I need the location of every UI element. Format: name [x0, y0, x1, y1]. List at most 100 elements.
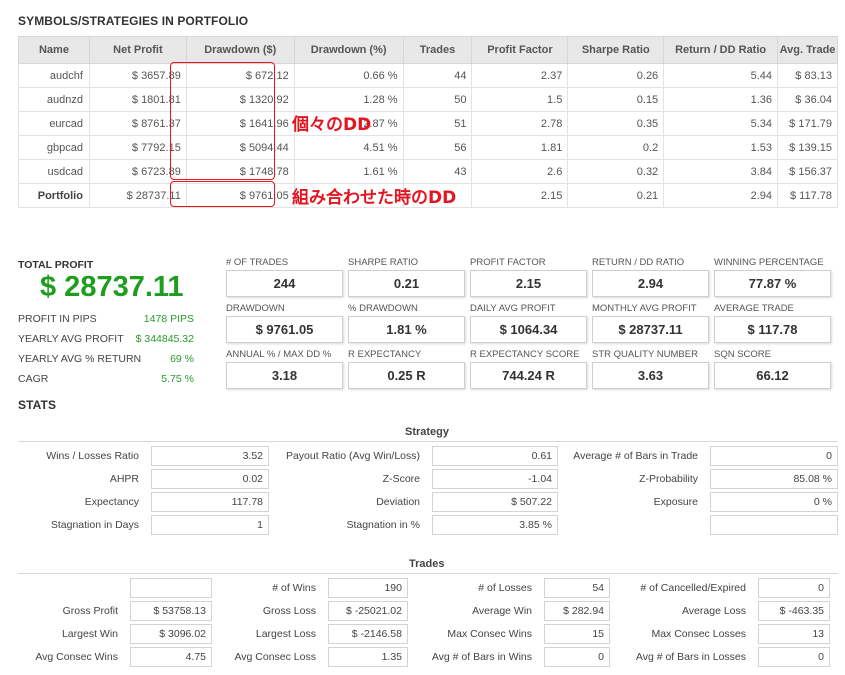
trades-metric-value: $ -463.35: [758, 601, 830, 621]
stat-card-value: 66.12: [714, 362, 831, 389]
cell-drawdown-usd: $ 672.12: [185, 63, 295, 88]
column-header-trades[interactable]: Trades: [402, 36, 473, 64]
column-header-name[interactable]: Name: [18, 36, 90, 64]
portfolio-cell-sharpe-ratio: 0.21: [567, 183, 665, 208]
column-header-drawdown-usd[interactable]: Drawdown ($): [185, 36, 295, 64]
stat-card-value: 0.21: [348, 270, 465, 297]
strategy-metric-label: Payout Ratio (Avg Win/Loss): [285, 450, 420, 462]
trades-metric-label: Largest Win: [61, 628, 118, 640]
cell-drawdown-pct: 0.66 %: [293, 63, 404, 88]
cell-profit-factor: 2.6: [471, 159, 569, 184]
column-header-avg-trade[interactable]: Avg. Trade: [777, 36, 838, 64]
stat-card-value: $ 9761.05: [226, 316, 343, 343]
trades-metric-label: Avg Consec Wins: [35, 651, 118, 663]
column-header-profit-factor[interactable]: Profit Factor: [471, 36, 569, 64]
table-row: eurcad $ 8761.37 $ 1641.96 2.87 % 51 2.78 0.35…: [18, 111, 838, 136]
table-row: gbpcad $ 7792.15 $ 5094.44 4.51 % 56 1.81 0.2 1…: [18, 135, 838, 160]
cell-trades: 44: [402, 63, 473, 88]
strategy-group-title: Strategy: [405, 426, 450, 438]
trades-metric-label: # of Wins: [272, 582, 316, 594]
strategy-metric-label: Expectancy: [84, 496, 139, 508]
stat-card: % DRAWDOWN 1.81 %: [348, 303, 465, 343]
cell-name: usdcad: [18, 159, 90, 184]
strategy-metric-value: 117.78: [151, 492, 269, 512]
profit-metric-value: 5.75 %: [161, 373, 194, 385]
profit-metric-value: 69 %: [170, 353, 194, 365]
strategy-metric-value: 0.61: [432, 446, 558, 466]
cell-drawdown-pct: 1.28 %: [293, 87, 404, 112]
cell-drawdown-usd: $ 1641.96: [185, 111, 295, 136]
trades-metric-label: Gross Loss: [262, 605, 316, 617]
portfolio-section-title: SYMBOLS/STRATEGIES IN PORTFOLIO: [18, 14, 249, 28]
cell-avg-trade: $ 139.15: [777, 135, 838, 160]
cell-trades: 51: [402, 111, 473, 136]
stat-card-label: DAILY AVG PROFIT: [470, 303, 556, 314]
strategy-metric-value: -1.04: [432, 469, 558, 489]
stat-card: # OF TRADES 244: [226, 257, 343, 297]
profit-metric-label: YEARLY AVG PROFIT: [18, 333, 124, 345]
stat-card-label: RETURN / DD RATIO: [592, 257, 685, 268]
column-header-drawdown-pct[interactable]: Drawdown (%): [293, 36, 404, 64]
trades-metric-value: 4.75: [130, 647, 212, 667]
stat-card-label: # OF TRADES: [226, 257, 289, 268]
cell-trades: 43: [402, 159, 473, 184]
profit-metric-row: YEARLY AVG PROFIT $ 344845.32: [18, 333, 194, 351]
trades-metric-label: Avg Consec Loss: [234, 651, 316, 663]
cell-sharpe-ratio: 0.32: [567, 159, 665, 184]
portfolio-cell-profit-factor: 2.15: [471, 183, 569, 208]
stat-card-label: R EXPECTANCY SCORE: [470, 349, 580, 360]
trades-metric-label: Average Win: [472, 605, 532, 617]
portfolio-cell-trades: [402, 183, 473, 208]
cell-avg-trade: $ 36.04: [777, 87, 838, 112]
cell-drawdown-pct: 1.61 %: [293, 159, 404, 184]
stat-card-label: SQN SCORE: [714, 349, 772, 360]
stat-card-label: ANNUAL % / MAX DD %: [226, 349, 332, 360]
column-header-return-dd[interactable]: Return / DD Ratio: [663, 36, 778, 64]
strategy-metric-label: Exposure: [653, 496, 698, 508]
stat-card-label: STR QUALITY NUMBER: [592, 349, 698, 360]
table-row: usdcad $ 6723.89 $ 1748.78 1.61 % 43 2.6 0.32 3…: [18, 159, 838, 184]
trades-metric-label: # of Losses: [478, 582, 532, 594]
strategy-metric-label: Wins / Losses Ratio: [46, 450, 139, 462]
stat-card-value: 3.18: [226, 362, 343, 389]
trades-metric-value: $ 282.94: [544, 601, 610, 621]
total-profit-label: TOTAL PROFIT: [18, 259, 94, 271]
trades-metric-value: 0: [544, 647, 610, 667]
strategy-metric-value: 0: [710, 446, 838, 466]
stat-card-value: 1.81 %: [348, 316, 465, 343]
strategy-metric-label: Stagnation in Days: [50, 519, 139, 531]
stat-card-value: $ 28737.11: [592, 316, 709, 343]
column-header-sharpe-ratio[interactable]: Sharpe Ratio: [567, 36, 665, 64]
stat-card: RETURN / DD RATIO 2.94: [592, 257, 709, 297]
profit-metric-row: YEARLY AVG % RETURN 69 %: [18, 353, 194, 371]
stat-card: WINNING PERCENTAGE 77.87 %: [714, 257, 831, 297]
portfolio-cell-drawdown-usd: $ 9761.05: [185, 183, 295, 208]
strategy-metric-label: Z-Score: [382, 473, 420, 485]
cell-drawdown-pct: 4.51 %: [293, 135, 404, 160]
stat-card: MONTHLY AVG PROFIT $ 28737.11: [592, 303, 709, 343]
portfolio-cell-return-dd: 2.94: [663, 183, 778, 208]
stat-card: AVERAGE TRADE $ 117.78: [714, 303, 831, 343]
profit-metric-label: PROFIT IN PIPS: [18, 313, 97, 325]
stat-card-value: 2.94: [592, 270, 709, 297]
trades-metric-label: Avg # of Bars in Losses: [635, 651, 746, 663]
strategy-metric-label: Deviation: [376, 496, 420, 508]
strategy-metric-value: 3.85 %: [432, 515, 558, 535]
cell-profit-factor: 2.37: [471, 63, 569, 88]
stat-card-label: R EXPECTANCY: [348, 349, 422, 360]
trades-metric-label: Avg # of Bars in Wins: [431, 651, 532, 663]
combined-dd-highlight: [170, 181, 275, 207]
stat-card: DRAWDOWN $ 9761.05: [226, 303, 343, 343]
trades-metric-label: Gross Profit: [62, 605, 118, 617]
table-row: audnzd $ 1801.81 $ 1320.92 1.28 % 50 1.5 0.15 1…: [18, 87, 838, 112]
cell-trades: 56: [402, 135, 473, 160]
portfolio-cell-name: Portfolio: [18, 183, 90, 208]
trades-metric-value: $ -2146.58: [328, 624, 408, 644]
stat-card-label: SHARPE RATIO: [348, 257, 419, 268]
strategy-metric-value: [710, 515, 838, 535]
column-header-net-profit[interactable]: Net Profit: [88, 36, 187, 64]
portfolio-cell-avg-trade: $ 117.78: [777, 183, 838, 208]
combined-dd-annotation: 組み合わせた時のDD: [292, 188, 457, 208]
stat-card: SQN SCORE 66.12: [714, 349, 831, 389]
cell-name: audchf: [18, 63, 90, 88]
